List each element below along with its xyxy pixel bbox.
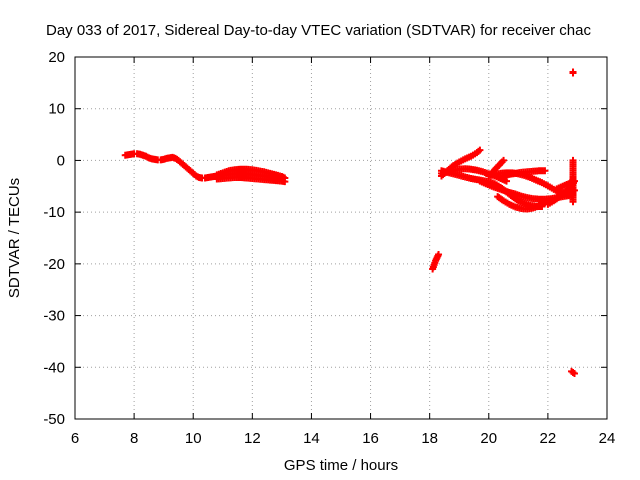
x-axis-label: GPS time / hours bbox=[284, 457, 398, 474]
data-point bbox=[278, 175, 286, 183]
series-track-18 bbox=[569, 68, 577, 77]
data-point bbox=[569, 68, 577, 76]
x-tick-label: 16 bbox=[362, 430, 379, 447]
y-axis-label: SDTVAR / TECUs bbox=[6, 178, 23, 298]
x-tick-label: 22 bbox=[540, 430, 557, 447]
data-points bbox=[121, 68, 578, 377]
x-tick-label: 8 bbox=[130, 430, 138, 447]
data-point bbox=[541, 167, 549, 175]
x-tick-label: 12 bbox=[244, 430, 261, 447]
series-track-1 bbox=[121, 150, 221, 182]
y-tick-label: 10 bbox=[48, 101, 65, 118]
series-track-9 bbox=[494, 193, 555, 213]
x-axis: 6 8 10 12 14 16 18 20 22 24 bbox=[71, 57, 616, 447]
data-point bbox=[500, 156, 508, 164]
y-tick-label: -40 bbox=[43, 359, 65, 376]
plot-frame bbox=[74, 56, 608, 420]
y-tick-label: 20 bbox=[48, 49, 65, 66]
grid bbox=[75, 57, 607, 419]
data-point bbox=[569, 156, 577, 164]
series-track-10 bbox=[476, 177, 577, 203]
x-tick-label: 10 bbox=[185, 430, 202, 447]
series-track-12 bbox=[500, 167, 549, 180]
x-tick-label: 20 bbox=[480, 430, 497, 447]
y-tick-label: -30 bbox=[43, 308, 65, 325]
data-point bbox=[476, 146, 484, 154]
y-tick-label: 0 bbox=[57, 152, 65, 169]
x-tick-label: 24 bbox=[599, 430, 616, 447]
series-track-4 bbox=[213, 169, 286, 183]
y-tick-label: -50 bbox=[43, 411, 65, 428]
chart-title: Day 033 of 2017, Sidereal Day-to-day VTE… bbox=[46, 22, 591, 39]
series-track-5 bbox=[429, 251, 443, 273]
series-track-13 bbox=[488, 156, 508, 177]
x-tick-label: 6 bbox=[71, 430, 79, 447]
data-point bbox=[435, 251, 443, 259]
y-axis: -50 -40 -30 -20 -10 0 10 20 bbox=[43, 49, 607, 428]
y-tick-label: -10 bbox=[43, 204, 65, 221]
series-track-17 bbox=[569, 156, 577, 206]
data-point bbox=[570, 369, 578, 377]
x-tick-label: 18 bbox=[421, 430, 438, 447]
x-tick-label: 14 bbox=[303, 430, 320, 447]
series-track-19 bbox=[568, 367, 578, 377]
y-tick-label: -20 bbox=[43, 256, 65, 273]
